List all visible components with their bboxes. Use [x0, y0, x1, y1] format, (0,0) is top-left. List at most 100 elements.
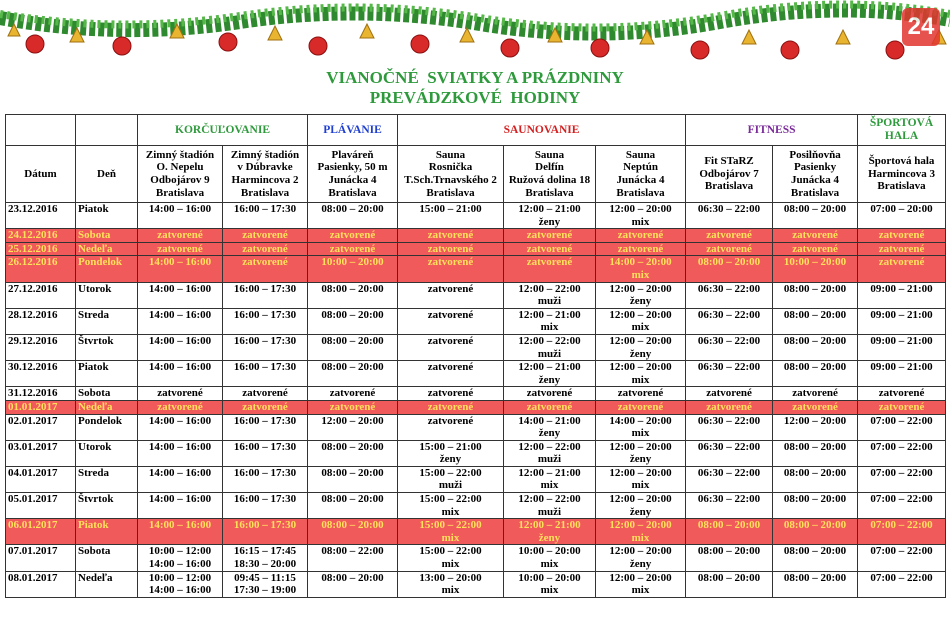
- hours-cell: 12:00 – 21:00 mix: [503, 465, 596, 494]
- hours-cell: 08:00 – 20:00: [772, 307, 859, 335]
- hours-cell: 12:00 – 20:00 ženy: [594, 544, 687, 572]
- day-cell: Streda: [75, 465, 138, 494]
- hours-cell: 13:00 – 20:00 mix: [397, 570, 504, 598]
- hours-cell: 07:00 – 22:00: [857, 518, 947, 546]
- hours-cell: zatvorené: [397, 228, 504, 243]
- hours-cell: zatvorené: [594, 228, 687, 243]
- hours-cell: zatvorené: [137, 386, 223, 401]
- hours-cell: zatvorené: [857, 241, 947, 257]
- day-cell: Štvrtok: [75, 333, 138, 362]
- schedule-row: 24.12.2016 Sobota zatvorené zatvorené zatvor…: [5, 228, 947, 243]
- hours-cell: 09:00 – 21:00: [857, 360, 947, 388]
- hours-cell: 16:00 – 17:30: [222, 360, 308, 388]
- hours-cell: 12:00 – 20:00 mix: [594, 360, 687, 388]
- hours-cell: 12:00 – 20:00 ženy: [594, 439, 687, 467]
- hours-cell: 12:00 – 20:00 mix: [594, 307, 687, 335]
- hours-cell: zatvorené: [503, 228, 596, 243]
- hours-cell: zatvorené: [397, 386, 504, 401]
- group-header: [75, 114, 138, 146]
- hours-cell: 12:00 – 21:00 ženy: [503, 201, 596, 230]
- hours-cell: 12:00 – 20:00 mix: [594, 465, 687, 494]
- schedule-row: 05.01.2017 Štvrtok 14:00 – 16:00 16:00 – 17…: [5, 492, 947, 520]
- hours-cell: 16:00 – 17:30: [222, 281, 308, 309]
- hours-cell: 08:00 – 20:00: [307, 333, 398, 362]
- group-header: SAUNOVANIE: [396, 114, 687, 146]
- date-cell: 23.12.2016: [5, 201, 76, 230]
- date-cell: 08.01.2017: [5, 570, 76, 598]
- hours-cell: 08:00 – 20:00: [307, 201, 398, 230]
- column-header: Posilňovňa Pasienky Junácka 4 Bratislava: [772, 145, 859, 203]
- hours-cell: 08:00 – 20:00: [772, 333, 859, 362]
- column-header: Športová hala Harmincova 3 Bratislava: [857, 145, 947, 203]
- hours-cell: 14:00 – 16:00: [137, 333, 223, 362]
- hours-cell: zatvorené: [137, 241, 223, 257]
- hours-cell: 10:00 – 20:00 mix: [503, 570, 596, 598]
- schedule-row: 08.01.2017 Nedeľa 10:00 – 12:00 14:00 – 16…: [5, 570, 947, 598]
- hours-cell: zatvorené: [594, 399, 687, 415]
- hours-cell: 06:30 – 22:00: [685, 492, 774, 520]
- hours-cell: 06:30 – 22:00: [685, 201, 774, 230]
- day-cell: Utorok: [75, 281, 138, 309]
- hours-cell: 08:00 – 20:00: [772, 465, 859, 494]
- hours-cell: 15:00 – 21:00: [397, 201, 504, 230]
- hours-cell: 08:00 – 20:00: [307, 518, 398, 546]
- hours-cell: 08:00 – 20:00: [685, 570, 774, 598]
- title: VIANOČNÉ SVIATKY A PRÁZDNINY PREVÁDZKOVÉ…: [0, 68, 950, 108]
- garland: [0, 0, 950, 60]
- hours-cell: 15:00 – 22:00 muži: [397, 465, 504, 494]
- hours-cell: zatvorené: [137, 399, 223, 415]
- hours-cell: zatvorené: [503, 241, 596, 257]
- column-row: Dátum Deň Zimný štadión O. Nepelu Odbojáro…: [5, 145, 947, 203]
- hours-cell: 08:00 – 20:00: [772, 492, 859, 520]
- hours-cell: 08:00 – 20:00: [772, 439, 859, 467]
- hours-cell: 12:00 – 20:00 ženy: [594, 333, 687, 362]
- date-cell: 01.01.2017: [5, 399, 76, 415]
- hours-cell: zatvorené: [397, 360, 504, 388]
- hours-cell: 08:00 – 20:00: [307, 439, 398, 467]
- hours-cell: zatvorené: [594, 386, 687, 401]
- hours-cell: zatvorené: [397, 307, 504, 335]
- hours-cell: 12:00 – 21:00 mix: [503, 307, 596, 335]
- hours-cell: 06:30 – 22:00: [685, 281, 774, 309]
- date-cell: 24.12.2016: [5, 228, 76, 243]
- hours-cell: zatvorené: [307, 228, 398, 243]
- hours-cell: 16:00 – 17:30: [222, 439, 308, 467]
- hours-cell: zatvorené: [503, 399, 596, 415]
- date-cell: 05.01.2017: [5, 492, 76, 520]
- day-cell: Piatok: [75, 201, 138, 230]
- hours-cell: 10:00 – 12:00 14:00 – 16:00: [137, 544, 223, 572]
- hours-cell: 14:00 – 21:00 ženy: [503, 413, 596, 441]
- hours-cell: 10:00 – 12:00 14:00 – 16:00: [137, 570, 223, 598]
- schedule-row: 25.12.2016 Nedeľa zatvorené zatvorené zatvor…: [5, 241, 947, 257]
- hours-cell: 08:00 – 20:00: [772, 544, 859, 572]
- date-cell: 29.12.2016: [5, 333, 76, 362]
- date-cell: 28.12.2016: [5, 307, 76, 335]
- schedule-row: 30.12.2016 Piatok 14:00 – 16:00 16:00 – 17:…: [5, 360, 947, 388]
- date-cell: 06.01.2017: [5, 518, 76, 546]
- group-header: FITNESS: [685, 114, 859, 146]
- hours-cell: zatvorené: [503, 255, 596, 283]
- schedule-row: 26.12.2016 Pondelok 14:00 – 16:00 zatvorené…: [5, 255, 947, 283]
- hours-cell: 15:00 – 21:00 ženy: [397, 439, 504, 467]
- hours-cell: 08:00 – 20:00: [772, 281, 859, 309]
- hours-cell: 08:00 – 20:00: [307, 360, 398, 388]
- schedule-row: 03.01.2017 Utorok 14:00 – 16:00 16:00 – 17:…: [5, 439, 947, 467]
- date-cell: 30.12.2016: [5, 360, 76, 388]
- hours-cell: zatvorené: [137, 228, 223, 243]
- hours-cell: 08:00 – 20:00: [772, 360, 859, 388]
- hours-cell: 12:00 – 20:00 mix: [594, 518, 687, 546]
- hours-cell: zatvorené: [685, 386, 774, 401]
- hours-cell: 10:00 – 20:00 mix: [503, 544, 596, 572]
- hours-cell: zatvorené: [772, 386, 859, 401]
- day-cell: Pondelok: [75, 255, 138, 283]
- day-cell: Sobota: [75, 228, 138, 243]
- hours-cell: 14:00 – 20:00 mix: [594, 413, 687, 441]
- hours-cell: 09:00 – 21:00: [857, 307, 947, 335]
- hours-cell: zatvorené: [594, 241, 687, 257]
- hours-cell: 08:00 – 20:00: [685, 518, 774, 546]
- hours-cell: 14:00 – 16:00: [137, 465, 223, 494]
- hours-cell: 16:00 – 17:30: [222, 518, 308, 546]
- hours-cell: 09:00 – 21:00: [857, 281, 947, 309]
- hours-cell: 07:00 – 22:00: [857, 413, 947, 441]
